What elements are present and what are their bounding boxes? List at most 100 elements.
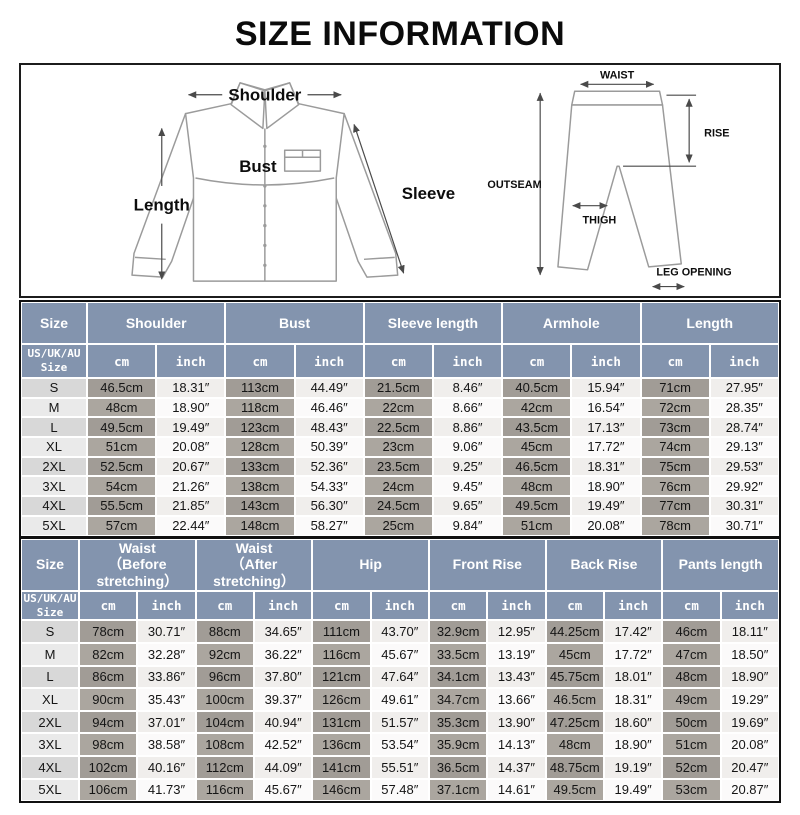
cell-value: 116cm [195, 778, 254, 802]
table-row: 4XL 102cm 40.16″ 112cm 44.09″ 141cm 55.51″ 36.5… [21, 755, 779, 779]
cell-value: 54cm [87, 476, 157, 497]
table-row: XL 51cm 20.08″ 128cm 50.39″ 23cm 9.06″ 45cm 17.7… [21, 437, 779, 457]
column-header-cm: cm [640, 344, 710, 378]
column-header-region-size: US/UK/AU Size [21, 344, 87, 378]
cell-value: 47.64″ [370, 665, 429, 689]
cell-value: 17.72″ [571, 437, 641, 457]
measurement-diagram-box: Shoulder Length Bust Sleeve WAIST RISE [19, 63, 781, 298]
column-header-group: Hip [312, 538, 429, 591]
cell-value: 34.7cm [428, 688, 488, 711]
row-size-label: S [21, 620, 79, 643]
cell-value: 49.5cm [545, 778, 604, 802]
row-size-label: 2XL [21, 456, 87, 477]
cell-value: 136cm [312, 733, 371, 756]
table-body: S 46.5cm 18.31″ 113cm 44.49″ 21.5cm 8.46″ 40.5c… [21, 378, 779, 536]
cell-value: 19.29″ [720, 688, 779, 711]
table-row: 3XL 98cm 38.58″ 108cm 42.52″ 136cm 53.54″ 35.9c… [21, 733, 779, 756]
cell-value: 18.31″ [156, 378, 226, 398]
column-header-inch: inch [294, 344, 364, 378]
cell-value: 108cm [195, 733, 254, 756]
cell-value: 17.42″ [603, 620, 663, 643]
pants-waistband [571, 89, 664, 106]
cell-value: 45cm [545, 642, 604, 666]
table-row: S 46.5cm 18.31″ 113cm 44.49″ 21.5cm 8.46″ 40.5c… [21, 378, 779, 398]
cell-value: 37.01″ [137, 710, 196, 734]
table-row: 5XL 106cm 41.73″ 116cm 45.67″ 146cm 57.48″ 37.1… [21, 778, 779, 802]
cell-value: 48cm [87, 397, 157, 418]
shirt-collar-right [264, 81, 300, 129]
row-size-label: S [21, 378, 87, 398]
cell-value: 21.85″ [156, 496, 226, 516]
column-header-group: Sleeve length [363, 302, 503, 344]
shirt-shoulder-label: Shoulder [228, 85, 301, 104]
cell-value: 27.95″ [709, 378, 779, 398]
cell-value: 29.92″ [709, 476, 779, 497]
cell-value: 20.67″ [156, 456, 226, 477]
cell-value: 47cm [662, 642, 721, 666]
column-header-cm: cm [545, 590, 604, 621]
cell-value: 123cm [225, 417, 295, 438]
cell-value: 111cm [312, 620, 371, 643]
header-group-row: Size Shoulder Bust Sleeve length Armhole Leng… [21, 302, 779, 344]
cell-value: 96cm [195, 665, 254, 689]
cell-value: 23cm [363, 437, 433, 457]
cell-value: 73cm [640, 417, 710, 438]
cell-value: 51cm [87, 437, 157, 457]
column-header-size: Size [21, 538, 79, 591]
column-header-group: Bust [225, 302, 364, 344]
cell-value: 34.1cm [428, 665, 488, 689]
cell-value: 90cm [79, 688, 138, 711]
column-header-inch: inch [720, 590, 779, 621]
cell-value: 9.84″ [432, 515, 503, 536]
cell-value: 102cm [79, 755, 138, 779]
cell-value: 55.5cm [87, 496, 157, 516]
cell-value: 57.48″ [370, 778, 429, 802]
cell-value: 21.26″ [156, 476, 226, 497]
cell-value: 19.19″ [603, 755, 663, 779]
cell-value: 42.52″ [253, 733, 313, 756]
page-title: SIZE INFORMATION [234, 15, 566, 53]
cell-value: 56.30″ [294, 496, 364, 516]
cell-value: 19.69″ [720, 710, 779, 734]
row-size-label: 4XL [21, 496, 87, 516]
cell-value: 20.08″ [720, 733, 779, 756]
cell-value: 126cm [312, 688, 371, 711]
cell-value: 49cm [662, 688, 721, 711]
table-header: Size Shoulder Bust Sleeve length Armhole Leng… [21, 302, 779, 378]
cell-value: 45cm [502, 437, 572, 457]
size-information-page: { "title": "SIZE INFORMATION", "colors":… [0, 15, 800, 815]
cell-value: 52.5cm [87, 456, 157, 477]
column-header-region-size: US/UK/AU Size [21, 590, 79, 621]
shirt-bust-label: Bust [239, 157, 277, 176]
cell-value: 45.75cm [545, 665, 604, 689]
column-header-inch: inch [603, 590, 663, 621]
column-header-cm: cm [428, 590, 488, 621]
cell-value: 18.50″ [720, 642, 779, 666]
cell-value: 9.06″ [432, 437, 503, 457]
table-row: L 49.5cm 19.49″ 123cm 48.43″ 22.5cm 8.86″ 43.5c… [21, 417, 779, 438]
cell-value: 46.5cm [545, 688, 604, 711]
cell-value: 28.35″ [709, 397, 779, 418]
pants-size-table: Size Waist （Before stretching） Waist （Afte… [19, 536, 781, 804]
sleeve-arrow [353, 123, 405, 274]
cell-value: 25cm [363, 515, 433, 536]
table-row: 2XL 94cm 37.01″ 104cm 40.94″ 131cm 51.57″ 35.3c… [21, 710, 779, 734]
cell-value: 50.39″ [294, 437, 364, 457]
column-header-inch: inch [137, 590, 196, 621]
cell-value: 46.5cm [87, 378, 157, 398]
cell-value: 35.43″ [137, 688, 196, 711]
cell-value: 19.49″ [156, 417, 226, 438]
cell-value: 20.47″ [720, 755, 779, 779]
cell-value: 51cm [502, 515, 572, 536]
row-size-label: 5XL [21, 515, 87, 536]
cell-value: 32.28″ [137, 642, 196, 666]
row-size-label: 3XL [21, 476, 87, 497]
cell-value: 13.43″ [487, 665, 546, 689]
cell-value: 36.22″ [253, 642, 313, 666]
cell-value: 29.13″ [709, 437, 779, 457]
row-size-label: L [21, 417, 87, 438]
pants-thigh-label: THIGH [583, 214, 617, 226]
cell-value: 78cm [79, 620, 138, 643]
cell-value: 29.53″ [709, 456, 779, 477]
cell-value: 43.70″ [370, 620, 429, 643]
